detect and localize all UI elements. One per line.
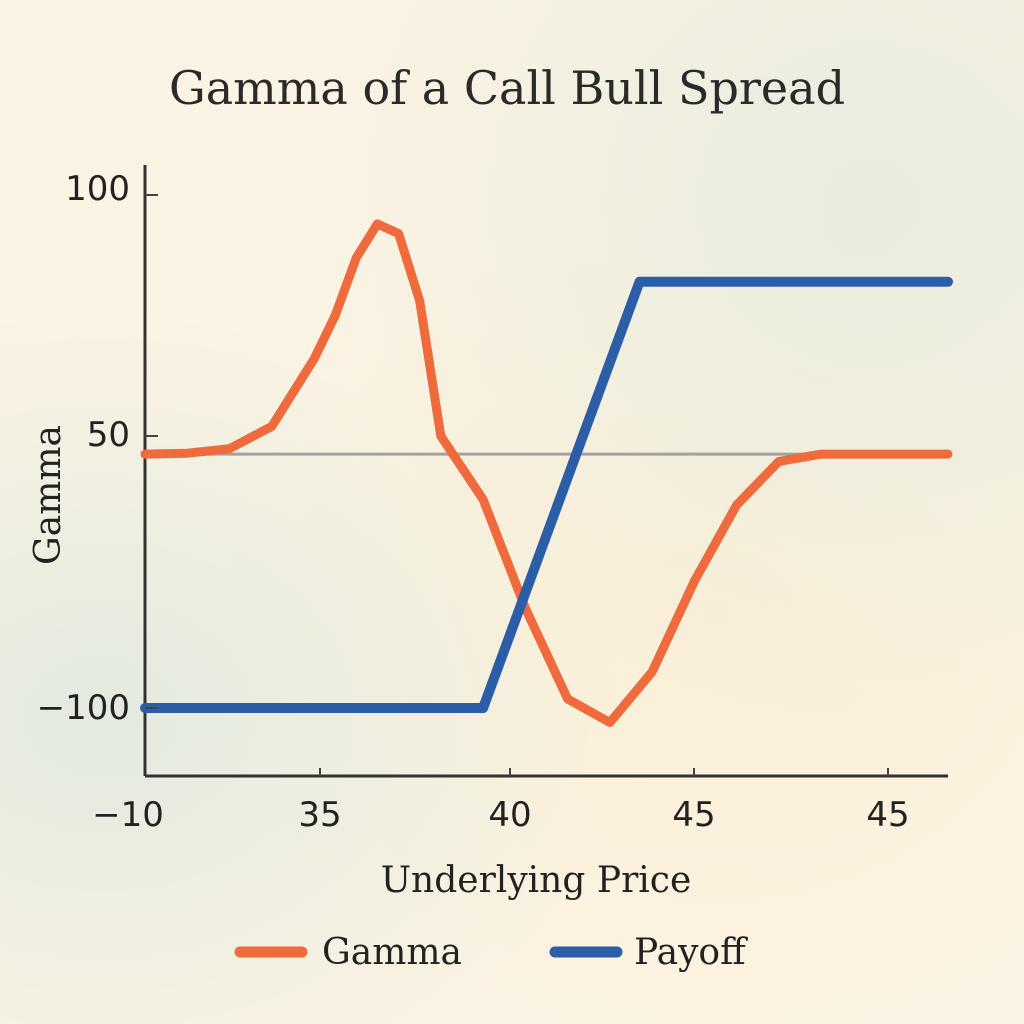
x-tick-label: 45 bbox=[672, 795, 715, 835]
y-tick-label: 50 bbox=[87, 415, 130, 455]
chart-title: Gamma of a Call Bull Spread bbox=[169, 61, 845, 115]
y-axis-label: Gamma bbox=[28, 425, 69, 565]
x-axis-label: Underlying Price bbox=[381, 860, 692, 901]
y-tick-label: 100 bbox=[65, 169, 130, 209]
series-line-payoff bbox=[140, 276, 953, 713]
x-tick-label: 35 bbox=[298, 795, 341, 835]
x-tick-label: −10 bbox=[92, 795, 164, 835]
y-ticks: 100 50 −100 bbox=[37, 169, 158, 728]
x-ticks: −10 35 40 45 45 bbox=[92, 768, 910, 835]
x-tick-label: 40 bbox=[488, 795, 531, 835]
series-line-gamma bbox=[140, 219, 953, 727]
axes bbox=[143, 165, 948, 778]
legend-label-gamma: Gamma bbox=[322, 932, 462, 973]
legend-label-payoff: Payoff bbox=[634, 932, 748, 973]
x-tick-label: 45 bbox=[866, 795, 909, 835]
y-tick-label: −100 bbox=[37, 688, 130, 728]
legend: Gamma Payoff bbox=[234, 932, 748, 973]
